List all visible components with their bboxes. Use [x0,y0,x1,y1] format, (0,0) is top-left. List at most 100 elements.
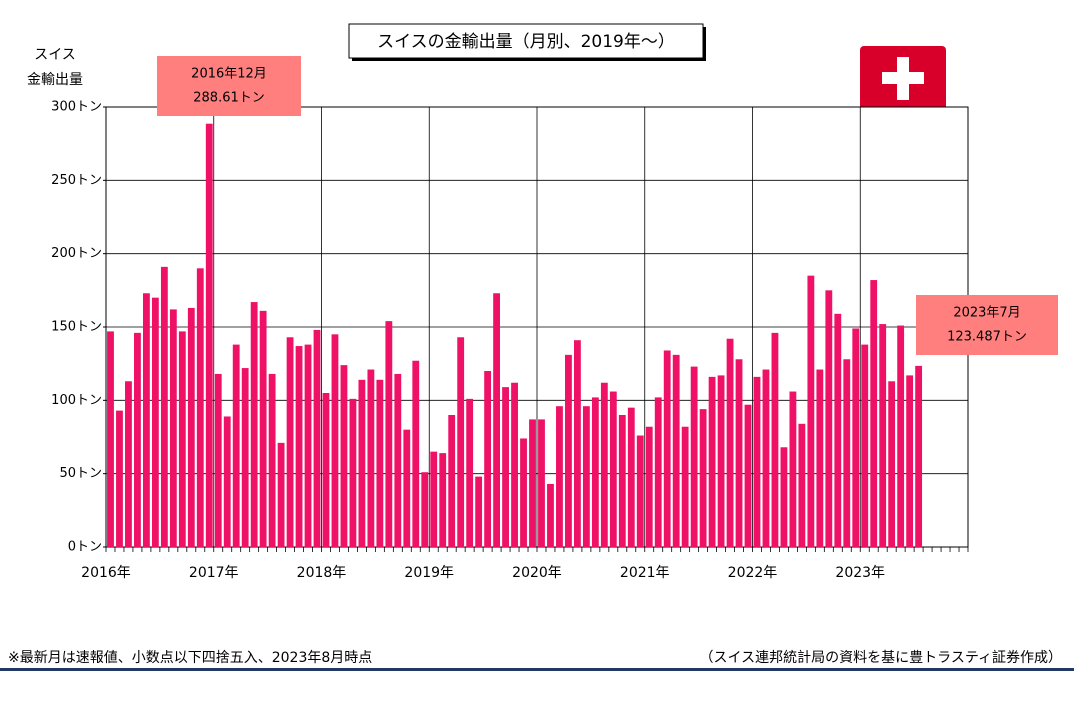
bar [699,409,707,547]
bar [142,293,150,547]
bar [313,329,321,547]
bar [645,426,653,547]
annotation-text: 2023年7月 [953,306,1020,321]
bar [547,483,554,547]
bar [403,429,411,547]
bar [654,397,662,547]
bar [618,415,626,547]
bar [717,375,725,547]
bar [457,337,465,547]
bar [591,397,599,547]
x-tick-label: 2023年 [835,565,885,581]
x-tick-label: 2022年 [728,565,778,581]
bar [906,375,914,547]
bar [600,382,608,547]
bar [304,344,312,547]
annotation-text: 123.487トン [947,330,1027,345]
title-box [348,23,704,59]
bar [556,406,563,547]
bar [816,369,824,547]
y-tick-label: 50トン [59,466,102,481]
x-tick-label: 2021年 [620,565,670,581]
y-tick-label: 250トン [51,173,102,188]
bar [349,398,357,547]
bar [116,410,123,547]
x-tick-label: 2018年 [297,565,347,581]
bar [897,325,905,547]
bar [134,332,141,547]
bar [852,328,860,547]
bar [780,447,788,547]
bar [681,426,689,547]
bar [430,451,438,547]
bar [789,391,797,547]
bar [565,354,572,547]
bar [538,419,545,547]
bar [582,406,590,547]
bar [178,331,186,547]
bar [151,297,159,547]
bar [232,344,240,547]
bar [277,442,285,547]
bottom-rule [0,668,1074,671]
bar [753,376,761,547]
annotation-box [916,295,1058,355]
bar [735,359,743,547]
bar [340,365,348,547]
bar [762,369,770,547]
bar [286,337,294,547]
bar [205,123,213,548]
bar [439,453,447,547]
bar [223,416,231,547]
y-axis-label: 金輸出量 [27,72,83,88]
bar [690,366,698,547]
x-tick-label: 2020年 [512,565,562,581]
bar [834,313,842,547]
bar [861,344,869,547]
bar [421,472,429,547]
bar [125,381,132,547]
bar [241,368,249,547]
annotation-text: 288.61トン [193,91,265,106]
x-tick-label: 2019年 [404,565,454,581]
bar [879,324,887,547]
bar [573,340,581,547]
bar [376,379,384,547]
bar [259,310,267,547]
bar [843,359,851,547]
bar [493,293,501,547]
bar [807,275,815,547]
bar [511,382,518,547]
bar [870,280,878,547]
y-axis-label: スイス [34,47,76,63]
bar [367,369,375,547]
y-tick-label: 150トン [51,320,102,335]
bar [636,435,644,547]
y-tick-label: 0トン [68,540,102,555]
bar [322,393,330,547]
bar [672,354,680,547]
bar [627,407,635,547]
bar [798,423,806,547]
bar [915,365,923,547]
bar [394,373,402,547]
bar [466,398,474,547]
bar [529,419,536,547]
y-tick-label: 100トン [51,393,102,408]
bar [358,379,366,547]
bar [448,415,456,547]
bar [484,371,492,547]
bar [295,346,303,547]
bar [663,350,671,547]
bar [169,309,177,547]
bar [187,307,195,547]
bar [250,302,258,547]
bar [708,376,716,547]
bar [744,404,752,547]
bar [412,360,420,547]
bar [214,373,222,547]
bar [196,268,204,547]
bar [726,338,734,547]
bar [609,391,617,547]
